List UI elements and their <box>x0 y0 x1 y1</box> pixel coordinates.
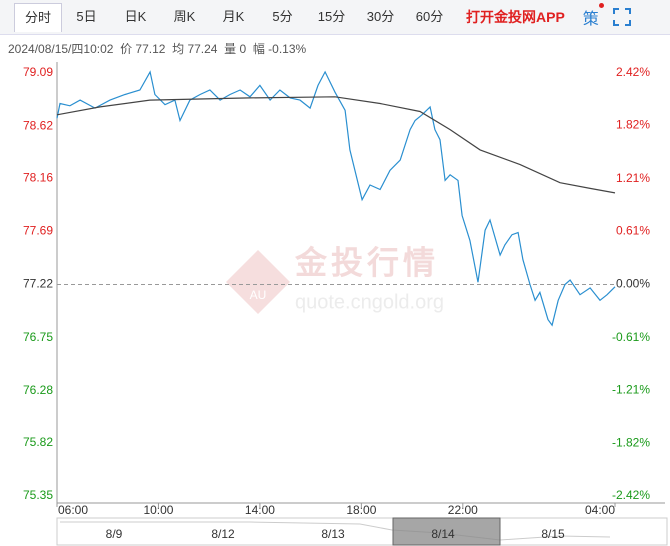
tab[interactable]: 5日 <box>76 9 97 24</box>
price-line <box>56 96 616 194</box>
navigator-label: 8/13 <box>321 527 345 541</box>
tab[interactable]: 30分 <box>366 9 395 24</box>
tab[interactable]: 周K <box>173 9 196 24</box>
tab[interactable]: 月K <box>222 9 245 24</box>
x-tick-label: 04:00 <box>585 503 615 517</box>
navigator-label: 8/14 <box>431 527 455 541</box>
tab[interactable]: 分时 <box>14 2 62 32</box>
y2-tick-label: 1.82% <box>616 118 650 132</box>
y2-tick-label: -2.42% <box>612 488 650 502</box>
tab-bar: 分时 5日 日K 周K 月K 5分 15分 30分 60分 打开金投网APP 策 <box>0 0 670 35</box>
y-tick-label: 75.82 <box>23 435 53 449</box>
y2-tick-label: 1.21% <box>616 171 650 185</box>
strategy-button[interactable]: 策 <box>583 3 604 29</box>
x-tick-label: 22:00 <box>448 503 478 517</box>
y2-tick-label: -1.82% <box>612 436 650 450</box>
watermark-url: quote.cngold.org <box>295 291 444 313</box>
y-tick-label: 77.22 <box>23 277 53 291</box>
navigator-label: 8/15 <box>541 527 565 541</box>
tab[interactable]: 60分 <box>415 9 444 24</box>
watermark-title: 金投行情 <box>294 244 439 280</box>
y-tick-label: 78.62 <box>23 118 53 132</box>
tab[interactable]: 15分 <box>317 9 346 24</box>
x-tick-label: 06:00 <box>58 503 88 517</box>
price-line <box>56 70 616 327</box>
y-tick-label: 76.75 <box>23 330 53 344</box>
tab[interactable]: 5分 <box>272 9 293 24</box>
watermark-logo <box>226 250 290 314</box>
navigator-window <box>392 517 501 546</box>
y-tick-label: 78.16 <box>23 170 53 184</box>
watermark-badge: AU <box>250 288 267 302</box>
y-tick-label: 79.09 <box>23 65 53 79</box>
y2-tick-label: 0.61% <box>616 223 650 237</box>
y2-tick-label: 0.00% <box>616 277 650 291</box>
quote-info: 2024/08/15/四10:02 价 77.12 均 77.24 量 0 幅 … <box>8 42 307 56</box>
x-tick-label: 14:00 <box>245 503 275 517</box>
navigator-label: 8/9 <box>106 527 123 541</box>
y-tick-label: 75.35 <box>23 488 53 502</box>
y2-tick-label: 2.42% <box>616 65 650 79</box>
y2-tick-label: -1.21% <box>612 382 650 396</box>
x-tick-label: 18:00 <box>346 503 376 517</box>
y2-tick-label: -0.61% <box>612 330 650 344</box>
y-tick-label: 76.28 <box>23 383 53 397</box>
navigator-label: 8/12 <box>211 527 235 541</box>
app-link[interactable]: 打开金投网APP <box>466 9 565 25</box>
tab[interactable]: 日K <box>124 9 147 24</box>
x-tick-label: 10:00 <box>143 503 173 517</box>
y-tick-label: 77.69 <box>23 224 53 238</box>
fullscreen-button[interactable] <box>612 8 631 26</box>
